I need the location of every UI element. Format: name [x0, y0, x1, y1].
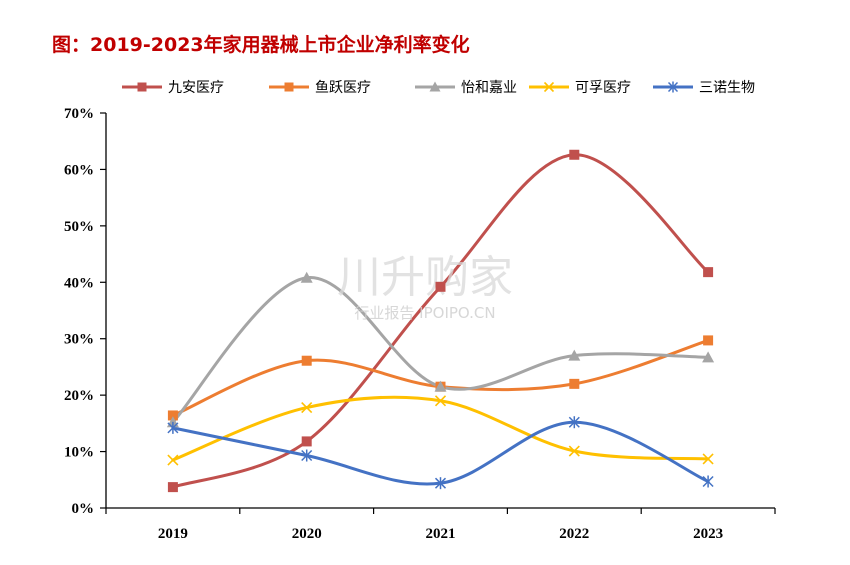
y-tick-label: 20% — [64, 388, 94, 404]
series-line-5 — [171, 420, 710, 486]
data-point-series-1 — [703, 267, 714, 278]
y-tick-label: 0% — [72, 501, 95, 517]
chart-title: 图：2019-2023年家用器械上市企业净利率变化 — [52, 34, 470, 56]
series-markers — [166, 149, 715, 493]
legend: 九安医疗 鱼跃医疗 怡和嘉业 可孚医疗 三诺生物 — [122, 79, 755, 96]
data-point-series-2 — [703, 335, 714, 346]
x-tick-label: 2019 — [158, 526, 188, 542]
y-tick-label: 30% — [64, 332, 94, 348]
data-point-series-1 — [167, 482, 178, 493]
data-point-series-4 — [301, 401, 313, 414]
data-point-series-1 — [569, 149, 580, 160]
y-tick-label: 50% — [64, 219, 94, 235]
legend-item: 九安医疗 — [122, 80, 224, 96]
data-point-series-5 — [434, 477, 447, 490]
data-point-series-2 — [301, 355, 312, 366]
data-point-series-5 — [167, 421, 179, 434]
x-tick-label: 2021 — [426, 526, 456, 542]
data-point-series-5 — [702, 475, 714, 488]
y-tick-label: 10% — [64, 445, 94, 461]
legend-label: 九安医疗 — [168, 80, 224, 96]
watermark-main: 川升购家 — [337, 252, 513, 303]
x-tick-label: 2020 — [292, 526, 322, 542]
legend-label: 可孚医疗 — [575, 80, 631, 96]
data-point-series-2 — [569, 378, 580, 389]
x-tick-label: 2023 — [693, 526, 723, 542]
legend-item: 三诺生物 — [653, 80, 755, 96]
data-point-series-2 — [167, 410, 178, 421]
axes: 0% 10% 20% 30% 40% 50% 60% 70% 2019 2020 2021 2022 2… — [64, 106, 776, 542]
data-point-series-3 — [300, 271, 313, 283]
data-point-series-4 — [434, 395, 447, 407]
data-point-series-5 — [568, 416, 580, 429]
series-line-2 — [171, 338, 710, 417]
legend-label: 鱼跃医疗 — [315, 79, 371, 96]
legend-item: 可孚医疗 — [529, 80, 631, 96]
data-point-series-4 — [702, 453, 714, 465]
data-point-series-1 — [301, 436, 312, 447]
x-tick-label: 2022 — [559, 526, 589, 542]
series-line-3 — [171, 276, 710, 424]
legend-item: 鱼跃医疗 — [269, 79, 371, 96]
legend-swatch-marker — [284, 82, 294, 92]
watermark-sub: 行业报告 IPOIPO.CN — [354, 304, 495, 322]
legend-swatch-marker — [667, 81, 679, 93]
legend-swatch-marker — [429, 81, 441, 92]
watermark: 川升购家 行业报告 IPOIPO.CN — [337, 252, 513, 322]
legend-swatch-marker — [137, 82, 147, 92]
data-point-series-4 — [167, 454, 179, 466]
legend-swatch-marker — [543, 81, 555, 93]
data-point-series-5 — [301, 449, 313, 462]
legend-label: 三诺生物 — [699, 80, 755, 96]
data-point-series-4 — [568, 445, 580, 457]
legend-item: 怡和嘉业 — [415, 80, 517, 96]
data-point-series-1 — [435, 281, 446, 292]
data-point-series-3 — [702, 351, 715, 363]
y-tick-label: 60% — [64, 162, 94, 178]
series-line-4 — [171, 395, 710, 462]
y-tick-label: 40% — [64, 275, 94, 291]
data-point-series-3 — [434, 380, 447, 392]
legend-label: 怡和嘉业 — [461, 80, 517, 96]
y-tick-label: 70% — [64, 106, 94, 122]
data-point-series-3 — [568, 349, 581, 361]
